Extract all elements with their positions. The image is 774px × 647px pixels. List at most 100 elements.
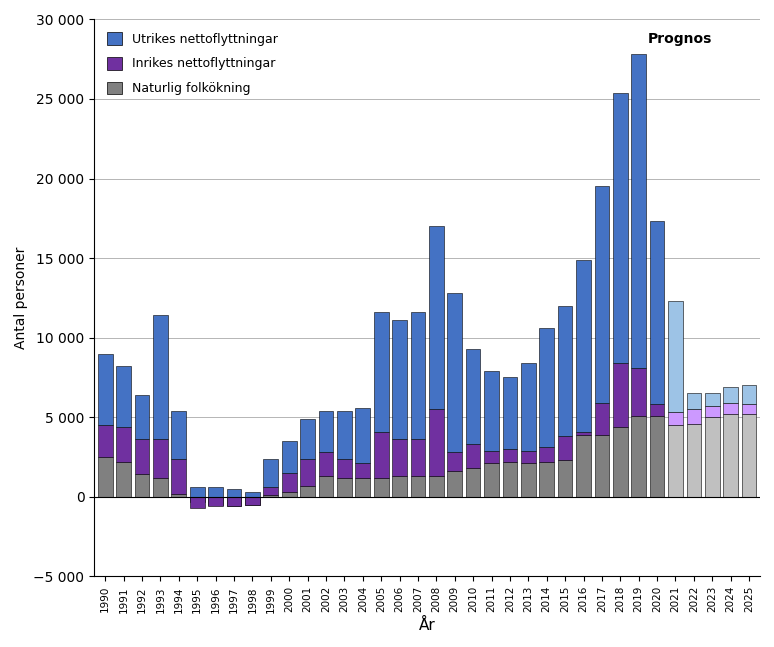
Bar xyxy=(485,450,499,463)
Bar xyxy=(649,404,664,415)
Bar xyxy=(502,462,517,497)
Bar xyxy=(687,424,701,497)
Bar xyxy=(374,432,389,477)
Bar xyxy=(724,403,738,414)
Bar xyxy=(245,497,260,505)
Bar xyxy=(705,406,720,417)
Bar xyxy=(374,312,389,432)
Bar xyxy=(263,459,278,487)
Legend: Utrikes nettoflyttningar, Inrikes nettoflyttningar, Naturlig folkökning: Utrikes nettoflyttningar, Inrikes nettof… xyxy=(101,26,284,102)
Bar xyxy=(521,363,536,450)
Bar xyxy=(190,497,204,501)
Bar xyxy=(171,494,187,497)
Bar xyxy=(539,328,554,448)
Bar xyxy=(208,497,223,507)
Bar xyxy=(558,306,573,436)
Bar xyxy=(98,353,112,425)
Bar xyxy=(374,477,389,497)
Bar xyxy=(539,462,554,497)
Bar xyxy=(410,312,425,439)
Bar xyxy=(208,497,223,505)
Bar xyxy=(392,476,407,497)
X-axis label: År: År xyxy=(419,618,436,633)
Bar xyxy=(576,432,591,435)
Bar xyxy=(724,414,738,497)
Bar xyxy=(502,449,517,462)
Bar xyxy=(300,486,315,497)
Bar xyxy=(153,477,168,497)
Bar xyxy=(410,476,425,497)
Bar xyxy=(319,452,334,476)
Bar xyxy=(485,371,499,450)
Bar xyxy=(135,395,149,439)
Bar xyxy=(576,435,591,497)
Bar xyxy=(208,487,223,497)
Bar xyxy=(245,492,260,497)
Bar xyxy=(668,425,683,497)
Bar xyxy=(337,477,351,497)
Bar xyxy=(613,427,628,497)
Bar xyxy=(337,459,351,477)
Bar xyxy=(632,368,646,415)
Bar xyxy=(410,439,425,476)
Bar xyxy=(668,301,683,412)
Bar xyxy=(153,315,168,439)
Bar xyxy=(171,411,187,459)
Bar xyxy=(135,474,149,497)
Bar xyxy=(116,366,131,427)
Bar xyxy=(135,439,149,474)
Bar xyxy=(392,439,407,476)
Bar xyxy=(98,425,112,457)
Bar xyxy=(227,497,241,507)
Y-axis label: Antal personer: Antal personer xyxy=(14,247,28,349)
Bar xyxy=(576,259,591,432)
Bar xyxy=(741,404,756,414)
Bar xyxy=(558,460,573,497)
Bar xyxy=(355,477,370,497)
Bar xyxy=(300,419,315,459)
Bar xyxy=(705,393,720,406)
Bar xyxy=(466,468,481,497)
Bar xyxy=(355,463,370,477)
Bar xyxy=(466,444,481,468)
Bar xyxy=(632,54,646,368)
Bar xyxy=(613,93,628,363)
Bar xyxy=(741,386,756,404)
Bar xyxy=(741,414,756,497)
Bar xyxy=(429,476,444,497)
Bar xyxy=(447,293,462,452)
Bar xyxy=(429,226,444,410)
Bar xyxy=(171,459,187,494)
Bar xyxy=(319,476,334,497)
Bar xyxy=(687,393,701,410)
Bar xyxy=(282,473,296,492)
Bar xyxy=(392,320,407,439)
Bar xyxy=(705,417,720,497)
Text: Prognos: Prognos xyxy=(648,32,712,46)
Bar xyxy=(632,415,646,497)
Bar xyxy=(190,497,204,508)
Bar xyxy=(282,492,296,497)
Bar xyxy=(282,441,296,473)
Bar xyxy=(263,487,278,495)
Bar xyxy=(613,363,628,427)
Bar xyxy=(190,487,204,497)
Bar xyxy=(116,462,131,497)
Bar xyxy=(521,463,536,497)
Bar xyxy=(300,459,315,486)
Bar xyxy=(594,403,609,435)
Bar xyxy=(319,411,334,452)
Bar xyxy=(687,410,701,424)
Bar xyxy=(337,411,351,459)
Bar xyxy=(447,452,462,471)
Bar xyxy=(724,387,738,403)
Bar xyxy=(649,221,664,404)
Bar xyxy=(521,450,536,463)
Bar xyxy=(466,349,481,444)
Bar xyxy=(539,448,554,462)
Bar xyxy=(485,463,499,497)
Bar xyxy=(98,457,112,497)
Bar xyxy=(245,497,260,505)
Bar xyxy=(502,377,517,449)
Bar xyxy=(227,497,241,507)
